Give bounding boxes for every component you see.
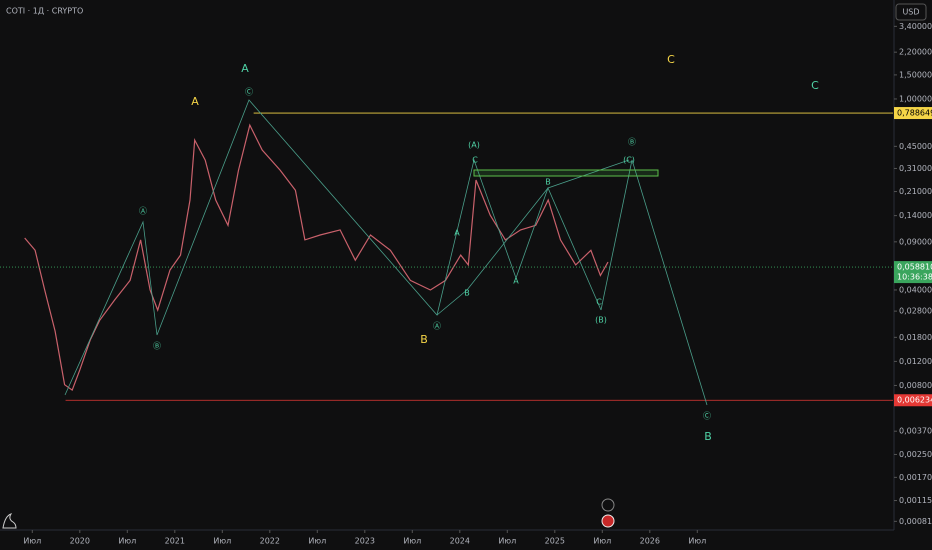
- wave-label: Ⓑ: [153, 342, 161, 351]
- y-tick-label: 0,000810: [899, 517, 932, 526]
- x-tick-label: Июл: [23, 537, 41, 546]
- wave-label: Ⓑ: [628, 138, 636, 147]
- level-time: 10:36:38: [897, 273, 932, 282]
- wave-label: C: [811, 79, 819, 92]
- wave-label: B: [545, 178, 551, 187]
- wave-label: Ⓒ: [245, 88, 253, 97]
- x-tick-label: 2022: [260, 537, 280, 546]
- x-tick-label: Июл: [498, 537, 516, 546]
- symbol: COTI · 1Д · CRYPTO: [6, 7, 83, 16]
- flash-icon[interactable]: [601, 498, 615, 512]
- x-tick-label: 2021: [165, 537, 185, 546]
- logo: [2, 513, 17, 529]
- x-tick-label: Июл: [118, 537, 136, 546]
- x-tick-label: 2024: [450, 537, 470, 546]
- wave-label: (A): [468, 141, 480, 150]
- y-tick-label: 3,400000: [899, 22, 932, 31]
- wave-label: A: [454, 229, 460, 238]
- wave-label: C: [596, 298, 602, 307]
- wave-label: Ⓐ: [433, 322, 441, 331]
- level-badge: [894, 107, 932, 120]
- y-tick-label: 1,500000: [899, 70, 932, 79]
- wave-label: B: [420, 333, 428, 346]
- wave-label: C: [667, 53, 675, 66]
- x-tick-label: 2026: [640, 537, 660, 546]
- x-tick-label: Июл: [308, 537, 326, 546]
- x-tick-label: Июл: [593, 537, 611, 546]
- level-badge: [894, 394, 932, 407]
- x-tick-label: Июл: [403, 537, 421, 546]
- x-tick-label: Июл: [688, 537, 706, 546]
- wave-label: B: [464, 289, 470, 298]
- level-label: 0,006234: [897, 396, 932, 405]
- wave-label: C: [472, 156, 478, 165]
- target-zone: [473, 169, 659, 177]
- currency[interactable]: USD: [902, 8, 919, 17]
- wave-path: [436, 159, 630, 316]
- event-icon[interactable]: [601, 514, 615, 528]
- wave-label: Ⓐ: [139, 207, 147, 216]
- wave-label: B: [704, 430, 712, 443]
- wave-label: Ⓒ: [703, 412, 711, 421]
- wave-label: (B): [595, 316, 607, 325]
- wave-label: A: [191, 95, 199, 108]
- x-tick-label: 2025: [545, 537, 565, 546]
- y-tick-label: 2,200000: [899, 48, 932, 57]
- currency-button[interactable]: [895, 3, 927, 21]
- wave-label: A: [241, 62, 249, 75]
- level-label: 0,058810: [897, 263, 932, 272]
- x-tick-label: 2023: [355, 537, 375, 546]
- icons: [2, 498, 615, 529]
- x-tick-label: 2020: [70, 537, 90, 546]
- wave-path: [600, 159, 708, 406]
- level-badge: [894, 261, 932, 284]
- x-tick-label: Июл: [213, 537, 231, 546]
- wave-lines: [64, 99, 708, 406]
- level-label: 0,788649: [897, 109, 932, 118]
- wave-label: A: [513, 277, 519, 286]
- wave-label: (C): [623, 156, 635, 165]
